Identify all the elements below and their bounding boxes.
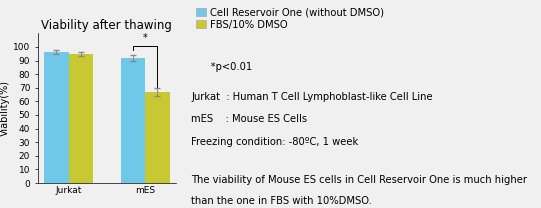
- Text: *: *: [143, 33, 148, 43]
- Bar: [145, 92, 169, 183]
- Text: The viability of Mouse ES cells in Cell Reservoir One is much higher: The viability of Mouse ES cells in Cell …: [191, 175, 527, 185]
- Legend: Cell Reservoir One (without DMSO), FBS/10% DMSO: Cell Reservoir One (without DMSO), FBS/1…: [196, 7, 384, 30]
- Text: *p<0.01: *p<0.01: [195, 62, 252, 72]
- Text: Jurkat  : Human T Cell Lymphoblast-like Cell Line: Jurkat : Human T Cell Lymphoblast-like C…: [191, 92, 433, 102]
- Bar: [44, 52, 69, 183]
- Title: Viability after thawing: Viability after thawing: [42, 19, 172, 32]
- Bar: [69, 54, 93, 183]
- Text: than the one in FBS with 10%DMSO.: than the one in FBS with 10%DMSO.: [191, 196, 372, 206]
- Bar: [121, 58, 145, 183]
- Text: mES    : Mouse ES Cells: mES : Mouse ES Cells: [191, 114, 307, 124]
- Text: Freezing condition: -80ºC, 1 week: Freezing condition: -80ºC, 1 week: [191, 137, 358, 147]
- Y-axis label: Viability(%): Viability(%): [0, 80, 10, 136]
